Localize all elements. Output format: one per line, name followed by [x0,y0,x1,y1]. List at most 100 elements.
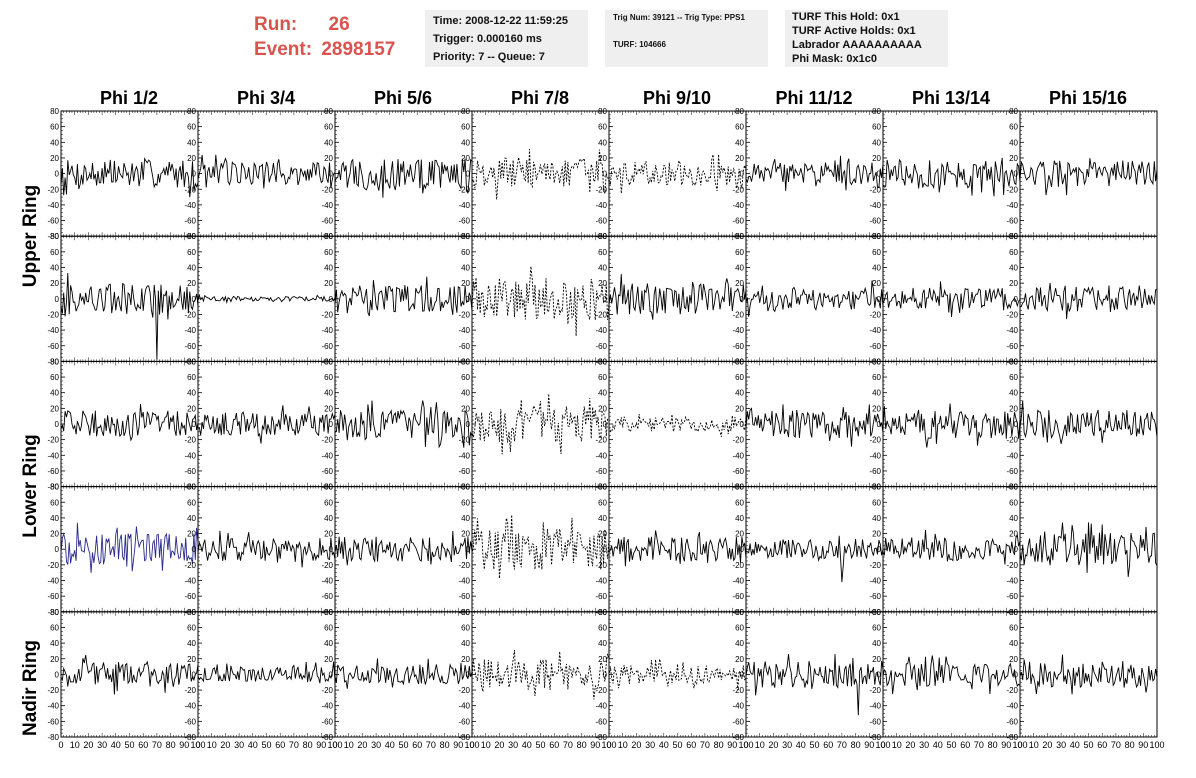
y-tick-label: -40 [595,451,607,460]
y-tick-label: 20 [187,404,196,413]
y-tick-label: 60 [1009,248,1018,257]
y-tick-label: 0 [740,295,745,304]
y-tick-label: 20 [187,154,196,163]
y-tick-label: 20 [324,279,333,288]
panel-frame [883,236,1020,361]
y-tick-label: 20 [1009,404,1018,413]
y-tick-label: 20 [461,404,470,413]
y-tick-label: -20 [184,310,196,319]
y-tick-label: 60 [187,248,196,257]
y-tick-label: -40 [458,451,470,460]
y-tick-label: -40 [732,451,744,460]
panel-frame [198,111,335,236]
y-tick-label: 0 [192,670,197,679]
waveform-trace [61,159,198,198]
y-tick-label: -60 [321,592,333,601]
waveform-trace [198,662,335,684]
y-tick-label: -60 [595,467,607,476]
y-tick-label: -40 [1006,451,1018,460]
waveform-trace [198,531,335,568]
y-tick-label: 20 [872,279,881,288]
y-tick-label: -60 [184,717,196,726]
y-tick-label: 80 [187,107,196,116]
y-tick-label: 40 [735,389,744,398]
y-tick-label: 0 [603,545,608,554]
y-tick-label: 20 [598,279,607,288]
y-tick-label: -40 [595,326,607,335]
y-tick-label: -20 [595,561,607,570]
waveform-trace [198,155,335,189]
y-tick-label: 80 [324,483,333,492]
y-tick-label: 40 [598,264,607,273]
y-tick-label: -20 [732,185,744,194]
y-tick-label: 20 [324,404,333,413]
y-tick-label: 40 [50,514,59,523]
y-tick-label: 40 [461,264,470,273]
y-tick-label: -40 [321,451,333,460]
y-tick-label: 20 [1009,530,1018,539]
y-tick-label: 80 [50,357,59,366]
waveform-trace [472,266,609,336]
y-tick-label: -40 [595,577,607,586]
y-tick-label: 60 [461,123,470,132]
y-tick-label: 60 [1009,123,1018,132]
y-tick-label: -20 [1006,561,1018,570]
y-tick-label: -40 [184,451,196,460]
y-tick-label: 60 [461,498,470,507]
y-tick-label: 0 [877,420,882,429]
y-tick-label: 0 [740,420,745,429]
y-tick-label: 0 [192,545,197,554]
y-tick-label: -60 [458,467,470,476]
waveform-trace [1020,158,1157,195]
y-tick-label: 60 [1009,498,1018,507]
y-tick-label: -20 [184,185,196,194]
y-tick-label: 40 [598,389,607,398]
y-tick-label: -60 [47,467,59,476]
y-tick-label: 80 [735,232,744,241]
y-tick-label: 0 [466,170,471,179]
y-tick-label: -40 [458,201,470,210]
y-tick-label: 60 [598,123,607,132]
y-tick-label: -20 [47,310,59,319]
y-tick-label: 20 [735,404,744,413]
y-tick-label: 60 [598,498,607,507]
y-tick-label: 60 [461,248,470,257]
y-tick-label: 20 [1009,279,1018,288]
y-tick-label: 60 [735,498,744,507]
y-tick-label: 80 [1009,483,1018,492]
y-tick-label: -40 [47,577,59,586]
panel-frame [198,612,335,737]
y-tick-label: -40 [869,201,881,210]
y-tick-label: 60 [872,123,881,132]
y-tick-label: -20 [321,185,333,194]
y-tick-label: 20 [187,655,196,664]
y-tick-label: -40 [47,326,59,335]
y-tick-label: 60 [324,373,333,382]
y-tick-label: -20 [869,185,881,194]
waveform-trace [61,273,198,360]
y-tick-label: 0 [740,545,745,554]
y-tick-label: -20 [321,310,333,319]
y-tick-label: 0 [1014,170,1019,179]
y-tick-label: -40 [47,451,59,460]
y-tick-label: 20 [187,279,196,288]
y-tick-label: 0 [55,670,60,679]
panel-frame [472,361,609,486]
y-tick-label: -60 [1006,217,1018,226]
y-tick-label: 40 [1009,138,1018,147]
y-tick-label: 20 [187,530,196,539]
y-tick-label: 60 [50,248,59,257]
y-tick-label: 80 [187,357,196,366]
y-tick-label: 0 [877,545,882,554]
waveform-trace [198,295,335,302]
waveform-trace [609,414,746,437]
panel-frame [335,612,472,737]
y-tick-label: 60 [735,248,744,257]
y-tick-label: 80 [735,107,744,116]
y-tick-label: 20 [735,279,744,288]
waveform-trace [883,158,1020,196]
y-tick-label: 20 [461,279,470,288]
y-tick-label: 60 [50,623,59,632]
y-tick-label: 40 [50,264,59,273]
y-tick-label: -60 [184,467,196,476]
